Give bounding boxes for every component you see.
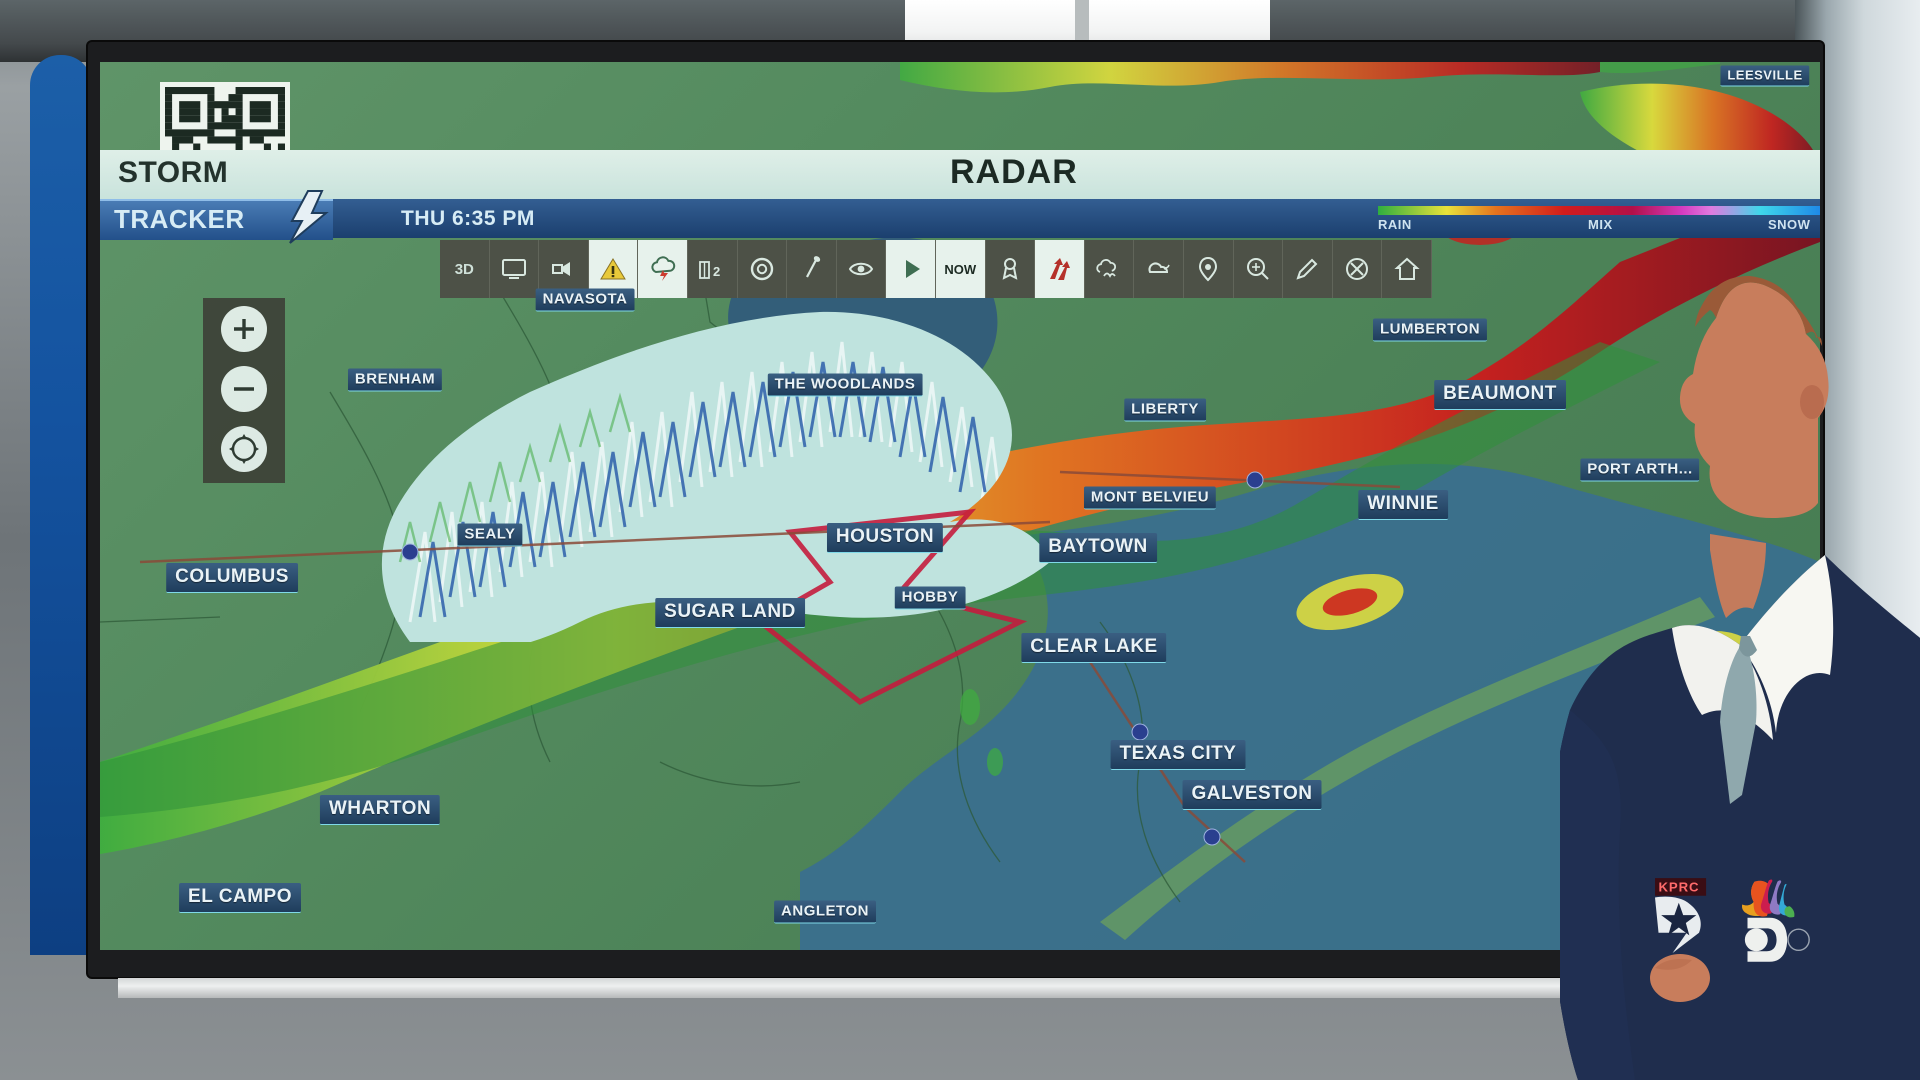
svg-text:2: 2: [713, 264, 720, 279]
svg-text:KPRC: KPRC: [1659, 879, 1700, 894]
